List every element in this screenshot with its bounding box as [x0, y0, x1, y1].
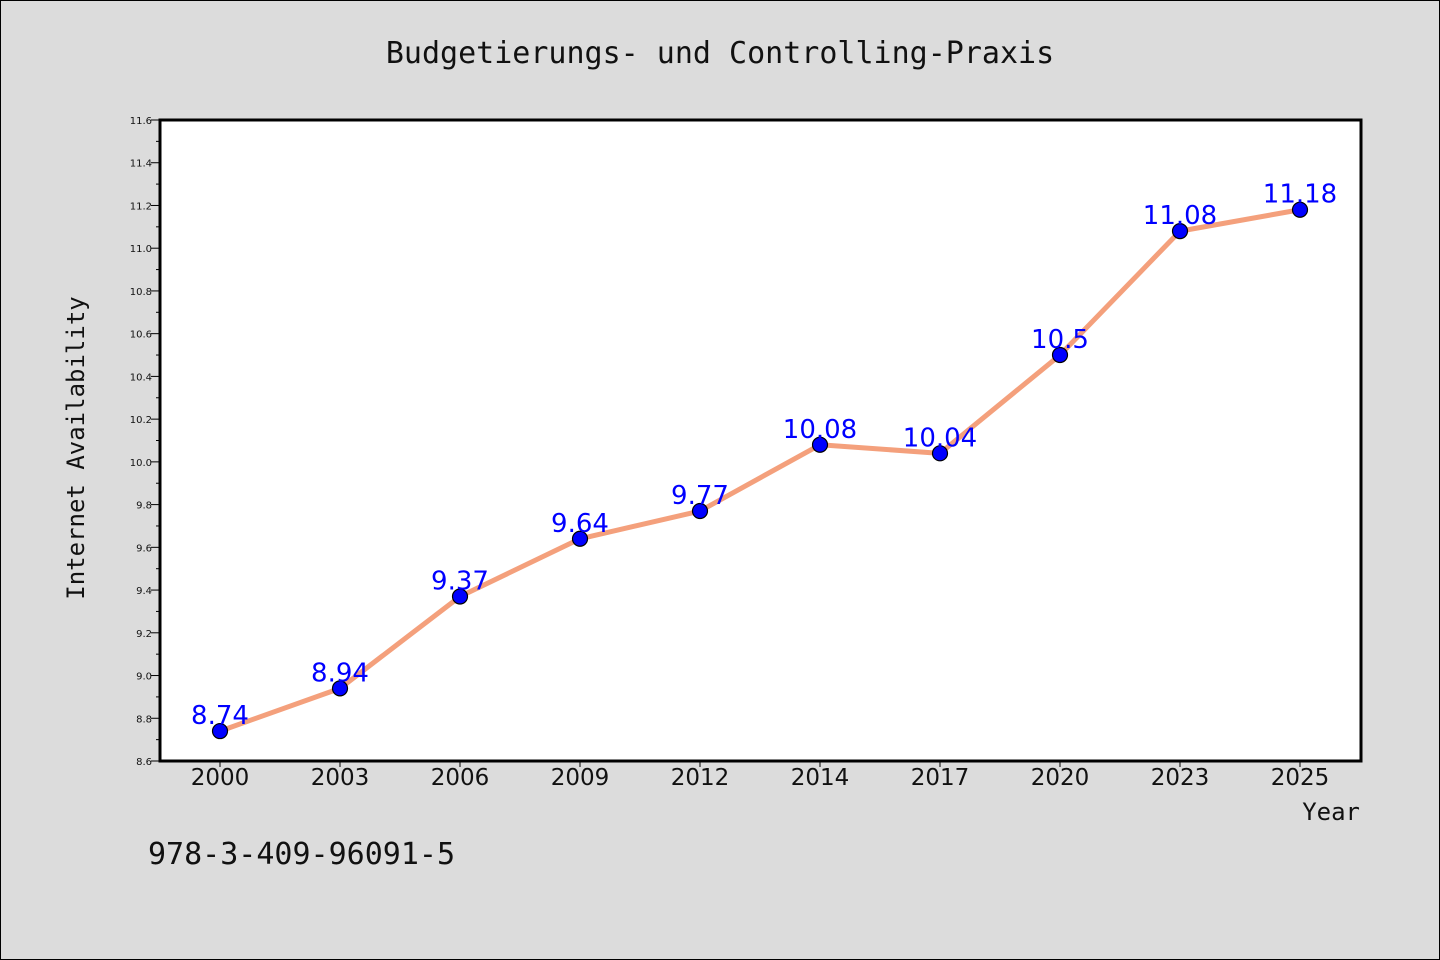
data-point	[691, 502, 709, 520]
data-label: 9.37	[431, 566, 489, 596]
y-axis-label: Internet Availability	[62, 296, 90, 599]
x-tick-label: 2006	[431, 765, 490, 791]
data-label: 10.04	[903, 423, 977, 453]
x-tick-label: 2014	[791, 765, 850, 791]
y-tick-label: 11.6	[130, 116, 152, 127]
y-tick-label: 9.4	[136, 586, 152, 597]
x-tick-label: 2003	[311, 765, 370, 791]
data-label: 11.18	[1263, 180, 1337, 210]
isbn-footer: 978-3-409-96091-5	[148, 837, 455, 872]
y-tick-label: 9.6	[136, 543, 152, 554]
data-point	[571, 530, 589, 547]
x-axis-label: Year	[1302, 798, 1360, 826]
data-point	[1051, 346, 1069, 364]
data-point	[811, 436, 829, 453]
plot-area	[158, 118, 1363, 763]
data-label-layer: 8.74 8.94 9.37 9.64 9.77 10.08 10.04 10.5 11.08 1…	[191, 180, 1337, 731]
y-tick-label: 10.2	[130, 415, 152, 426]
x-tick-label: 2020	[1031, 765, 1090, 791]
x-tick-label: 2025	[1271, 765, 1330, 791]
y-tick-label: 8.8	[136, 714, 152, 725]
y-tick-label: 11.4	[130, 159, 152, 170]
chart-title: Budgetierungs- und Controlling-Praxis	[386, 36, 1054, 71]
data-label: 9.64	[551, 509, 609, 539]
data-point	[1291, 201, 1309, 218]
x-tick-label: 2009	[551, 765, 610, 791]
x-tick-label: 2000	[191, 765, 250, 791]
y-tick-label: 9.0	[136, 672, 152, 683]
y-tick-label: 8.6	[136, 757, 152, 768]
y-tick-label: 11.0	[130, 244, 152, 255]
x-axis-ticks: 2000 2003 2006 2009 2012 2014 2017 2020 2023 2025	[191, 761, 1330, 791]
x-tick-label: 2017	[911, 765, 970, 791]
y-tick-label: 10.8	[130, 287, 152, 298]
series-line	[219, 207, 1301, 734]
data-point	[211, 722, 229, 740]
series-layer	[211, 201, 1309, 740]
y-tick-label: 10.4	[130, 372, 152, 383]
data-label: 10.5	[1031, 325, 1089, 355]
data-label: 9.77	[671, 481, 729, 511]
x-tick-label: 2012	[671, 765, 730, 791]
data-label: 11.08	[1143, 201, 1217, 231]
y-tick-label: 9.2	[136, 629, 152, 640]
y-tick-label: 11.2	[130, 201, 152, 212]
y-tick-label: 10.0	[130, 458, 152, 469]
y-axis-ticks: 8.6 8.8 9.0 9.2 9.4 9.6 9.8 10.0 10.2 10.4 10.6 10.…	[130, 116, 160, 768]
data-label: 8.74	[191, 701, 249, 731]
data-point	[931, 445, 949, 462]
data-point	[331, 680, 349, 697]
y-tick-label: 9.8	[136, 501, 152, 512]
data-label: 10.08	[783, 415, 857, 445]
x-tick-label: 2023	[1151, 765, 1210, 791]
data-label: 8.94	[311, 658, 369, 688]
y-tick-label: 10.6	[130, 330, 152, 341]
data-point	[451, 588, 469, 605]
data-point	[1171, 223, 1189, 240]
